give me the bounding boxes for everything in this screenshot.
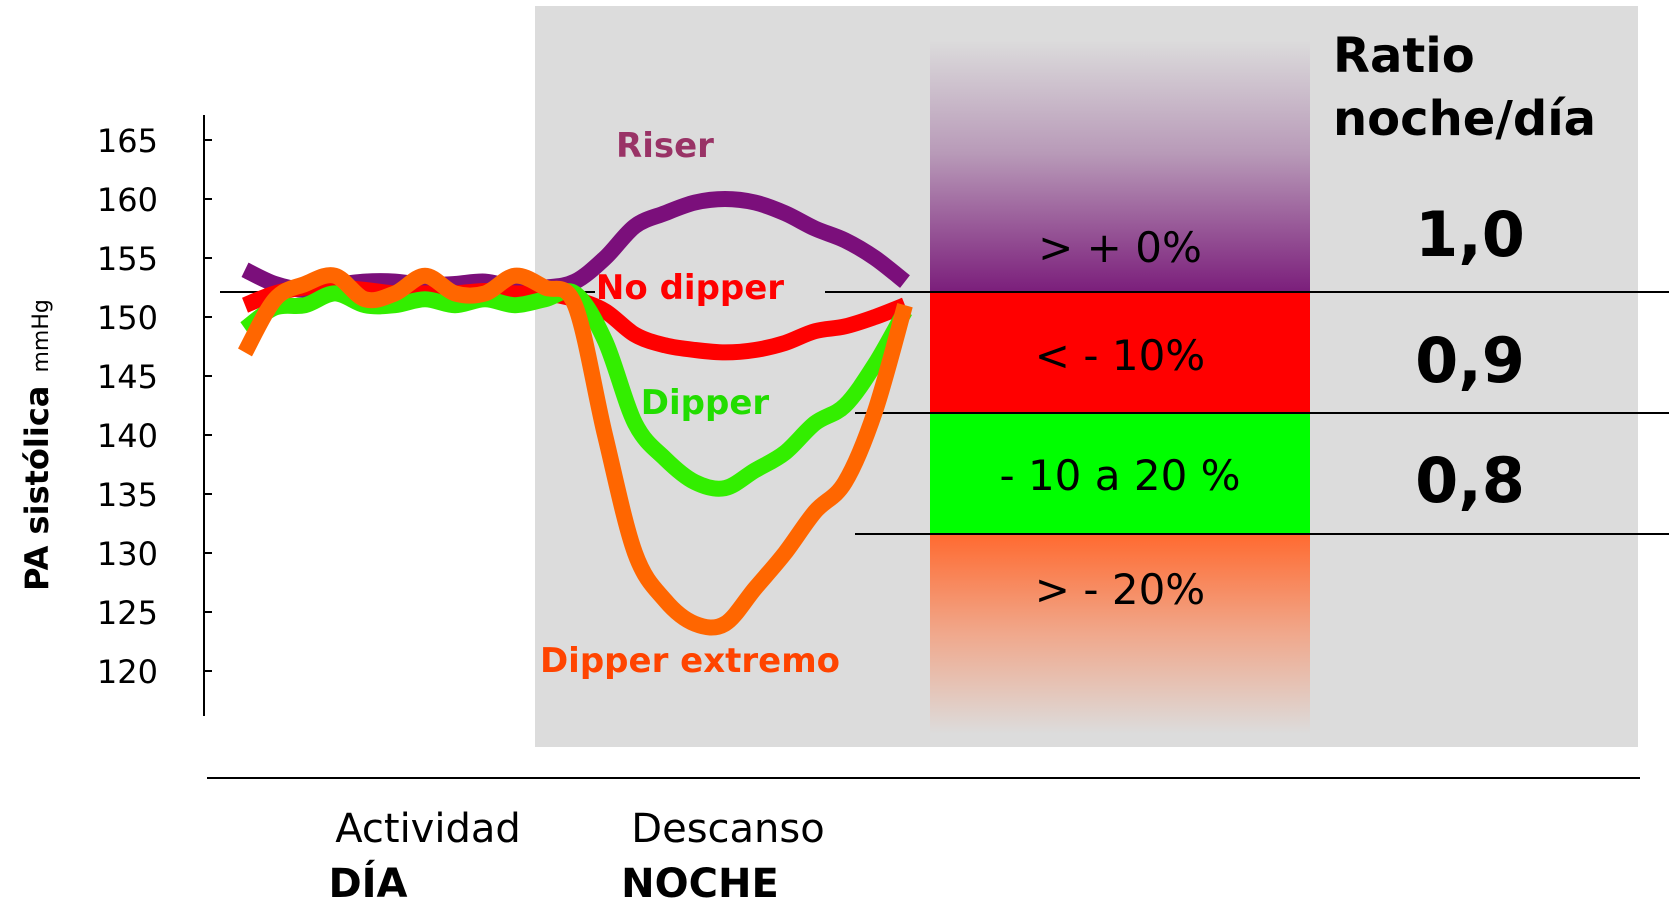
x-label-night: NOCHE — [621, 861, 779, 902]
y-tick-label: 165 — [97, 122, 158, 160]
ratio-value-riser: 1,0 — [1415, 198, 1525, 271]
series-label-dipper-extremo: Dipper extremo — [540, 641, 840, 681]
series-line-dipper-extremo — [237, 267, 913, 636]
y-axis-label: PA sistólica mmHg — [18, 299, 56, 591]
ratio-title-line2: noche/día — [1333, 91, 1596, 147]
y-axis-label-unit: mmHg — [29, 299, 54, 372]
series-lines — [237, 191, 913, 636]
band-label-no-dipper: < - 10% — [1035, 331, 1205, 380]
y-tick-label: 135 — [97, 476, 158, 514]
ratio-value-dipper: 0,8 — [1415, 444, 1525, 517]
ratio-value-no-dipper: 0,9 — [1415, 324, 1525, 397]
y-tick-label: 150 — [97, 299, 158, 337]
band-riser — [930, 40, 1310, 292]
x-label-rest: Descanso — [631, 806, 824, 852]
ratio-title-line1: Ratio — [1333, 28, 1475, 84]
y-axis-label-main: PA sistólica — [18, 386, 56, 591]
y-axis-ticks: 165 160 155 150 145 140 135 130 125 120 — [97, 122, 212, 691]
band-dipper — [930, 413, 1310, 534]
y-tick-label: 160 — [97, 181, 158, 219]
y-tick-label: 155 — [97, 240, 158, 278]
x-label-activity: Actividad — [335, 806, 521, 852]
y-tick-label: 145 — [97, 358, 158, 396]
band-label-riser: > + 0% — [1038, 223, 1202, 272]
y-tick-label: 120 — [97, 653, 158, 691]
series-label-dipper: Dipper — [641, 383, 770, 423]
series-label-no-dipper: No dipper — [596, 268, 784, 308]
band-label-dipper-extremo: > - 20% — [1035, 565, 1205, 614]
y-tick-label: 140 — [97, 417, 158, 455]
band-label-dipper: - 10 a 20 % — [999, 451, 1240, 500]
band-no-dipper — [930, 292, 1310, 413]
y-tick-label: 130 — [97, 535, 158, 573]
y-tick-label: 125 — [97, 594, 158, 632]
band-dipper-extremo — [930, 534, 1310, 734]
x-label-day: DÍA — [328, 859, 407, 902]
series-label-riser: Riser — [616, 126, 714, 166]
